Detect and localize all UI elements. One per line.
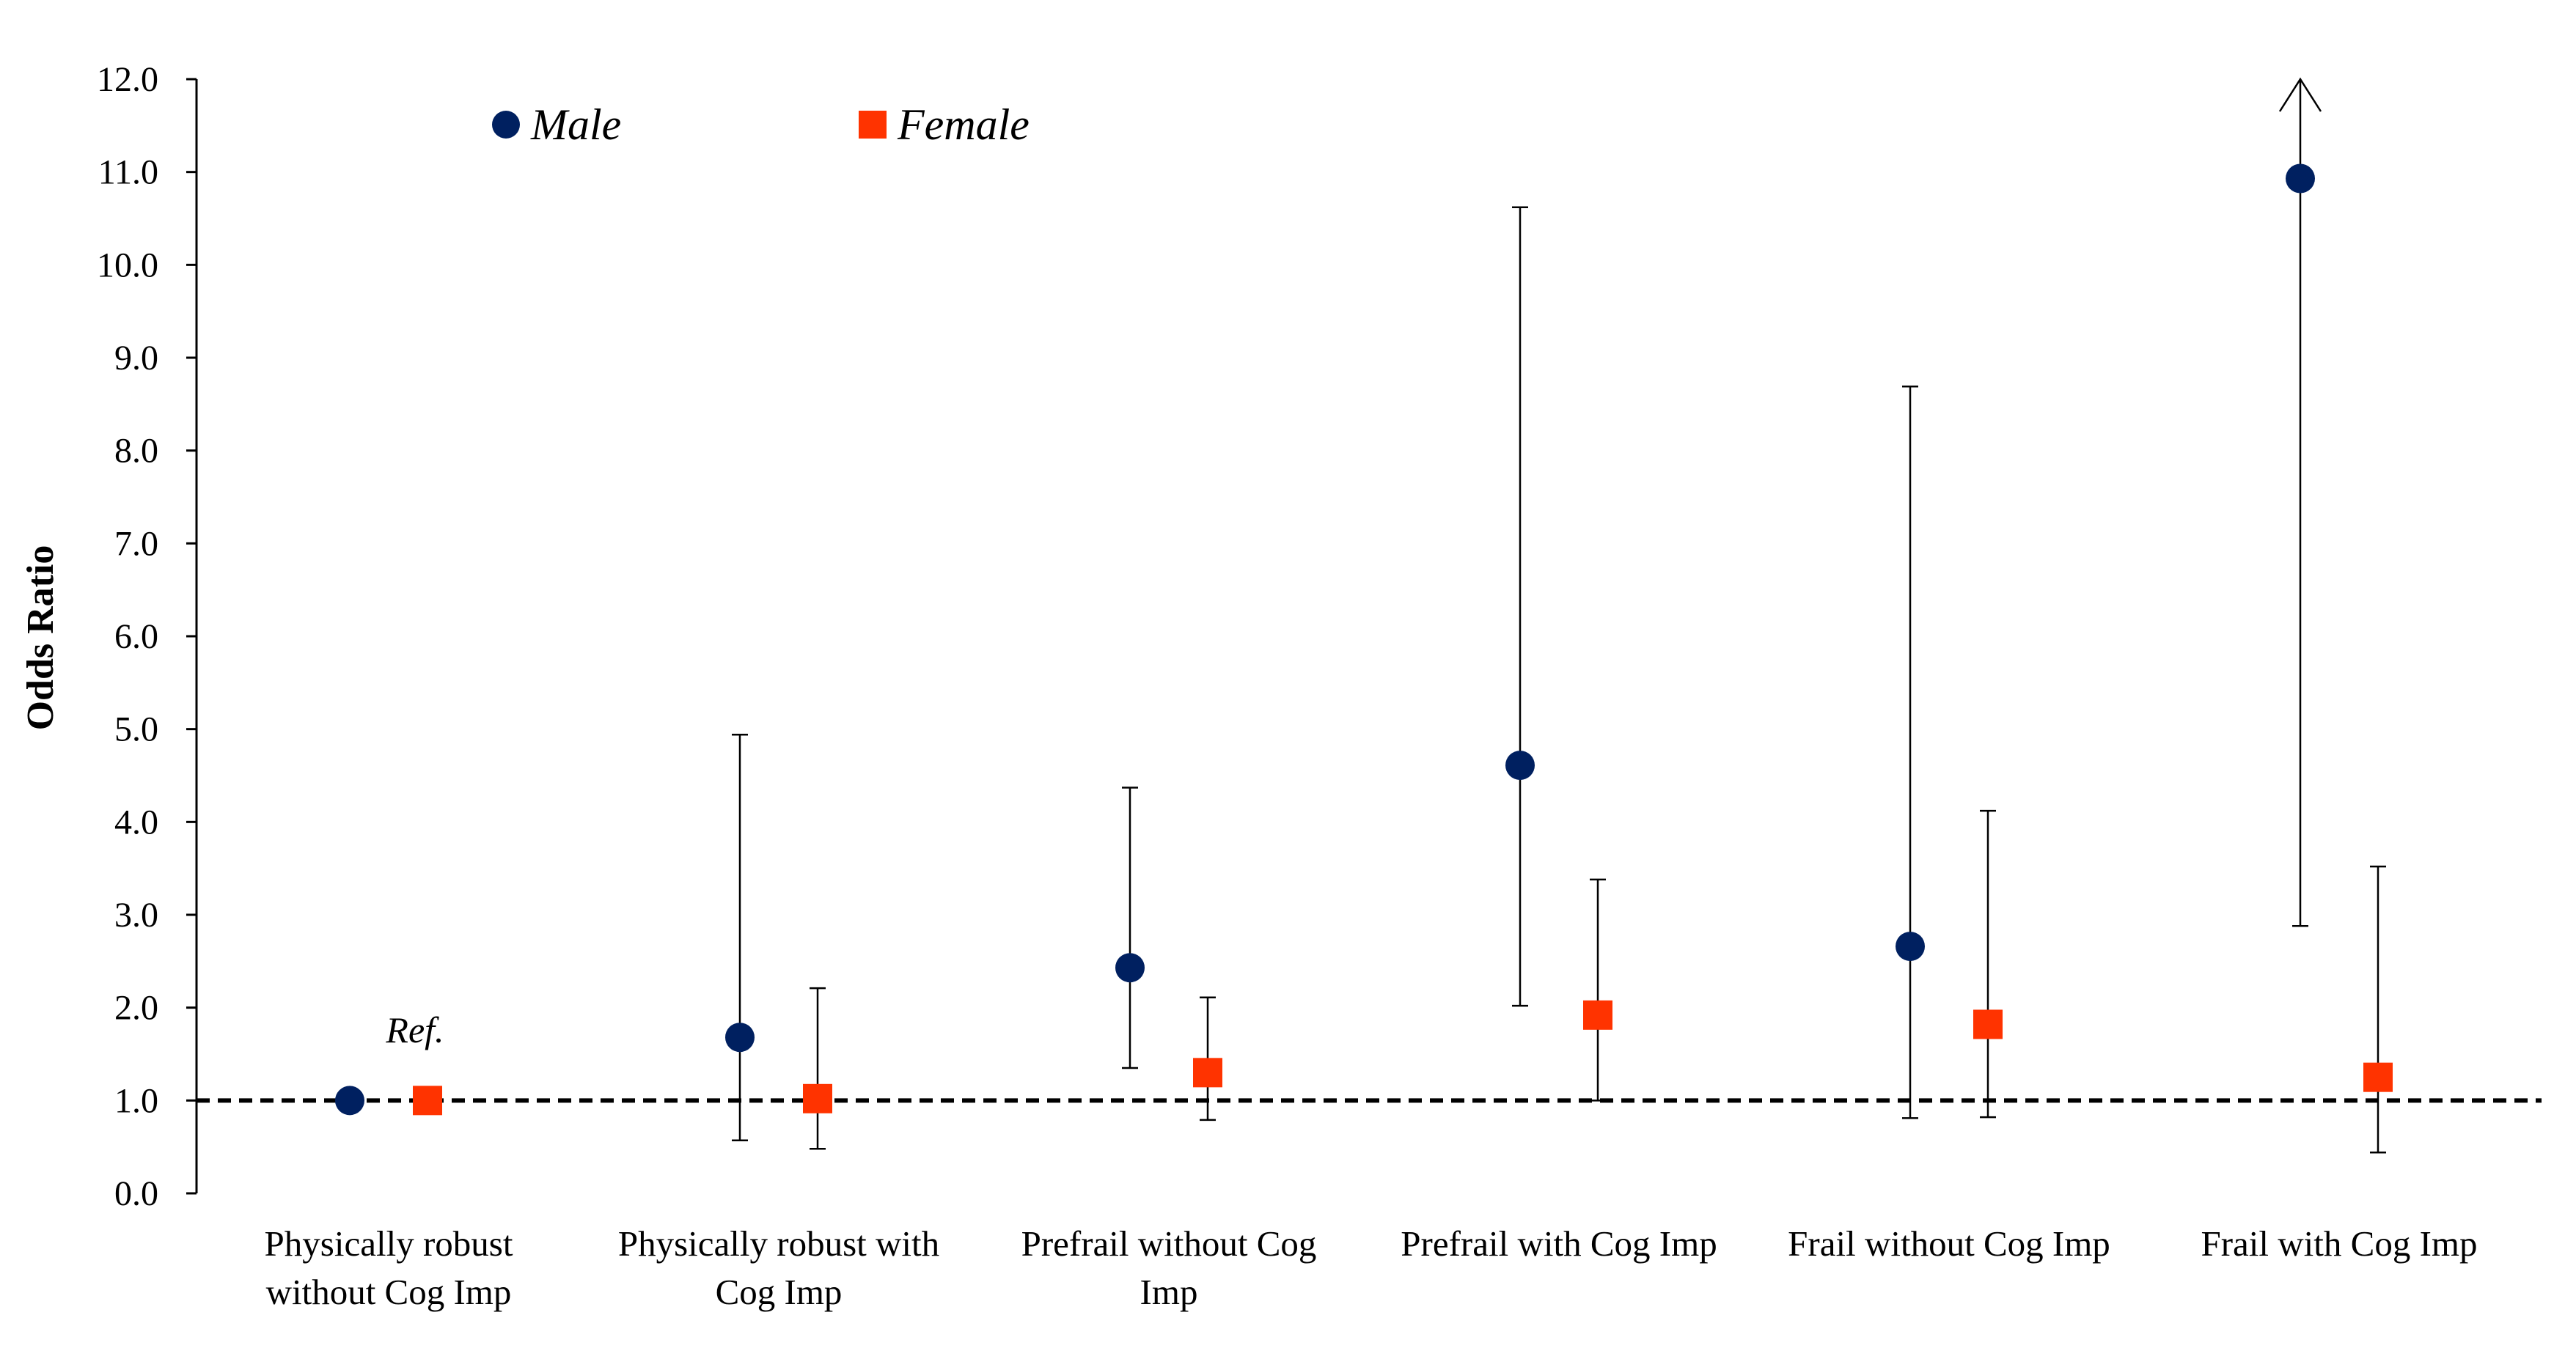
y-tick-label: 12.0 [97,60,158,99]
y-tick-label: 1.0 [114,1081,158,1120]
y-tick-label: 7.0 [114,524,158,563]
x-category-label: Prefrail with Cog Imp [1401,1223,1717,1264]
male-point [1505,751,1535,781]
x-category-label: without Cog Imp [266,1272,512,1312]
y-tick-label: 11.0 [98,153,158,192]
male-point [1896,932,1925,962]
y-tick-label: 6.0 [114,617,158,656]
legend-female-marker [859,111,887,139]
male-point [2286,163,2315,194]
y-tick-label: 9.0 [114,339,158,377]
female-point [413,1086,442,1116]
female-point [1583,1000,1612,1030]
x-category-label: Prefrail without Cog [1021,1223,1317,1264]
y-axis-title: Odds Ratio [20,545,62,731]
y-tick-label: 8.0 [114,432,158,471]
x-category-label: Frail with Cog Imp [2201,1223,2477,1264]
female-point [1193,1058,1222,1088]
x-category-label: Physically robust with [618,1223,939,1264]
male-point [725,1023,755,1053]
y-tick-label: 4.0 [114,803,158,841]
legend: Male Female [492,100,1030,149]
y-tick-label: 10.0 [97,246,158,284]
reference-label: Ref. [385,1009,444,1050]
male-point [1115,953,1145,983]
y-tick-label: 0.0 [114,1174,158,1213]
legend-male-marker [492,111,520,139]
data-markers [335,163,2393,1116]
x-axis: Physically robust without Cog Imp Physical… [265,1223,2478,1312]
confidence-intervals [732,77,2386,1154]
male-point [335,1086,364,1116]
female-point [2363,1062,2393,1092]
x-category-label: Frail without Cog Imp [1788,1223,2110,1264]
ci-truncation-arrow [2278,77,2322,112]
y-tick-label: 2.0 [114,989,158,1028]
female-point [803,1083,832,1113]
y-tick-label: 3.0 [114,896,158,935]
y-tick-label: 5.0 [114,710,158,749]
x-category-label: Physically robust [265,1223,513,1264]
legend-label: Female [897,100,1030,149]
x-category-label: Imp [1140,1272,1198,1312]
x-category-label: Cog Imp [716,1272,843,1312]
legend-label: Male [530,100,621,149]
y-axis: 0.0 1.0 2.0 3.0 4.0 5.0 6.0 7.0 8.0 9.0 10.0 11.0 12… [97,60,198,1213]
female-point [1973,1009,2003,1039]
